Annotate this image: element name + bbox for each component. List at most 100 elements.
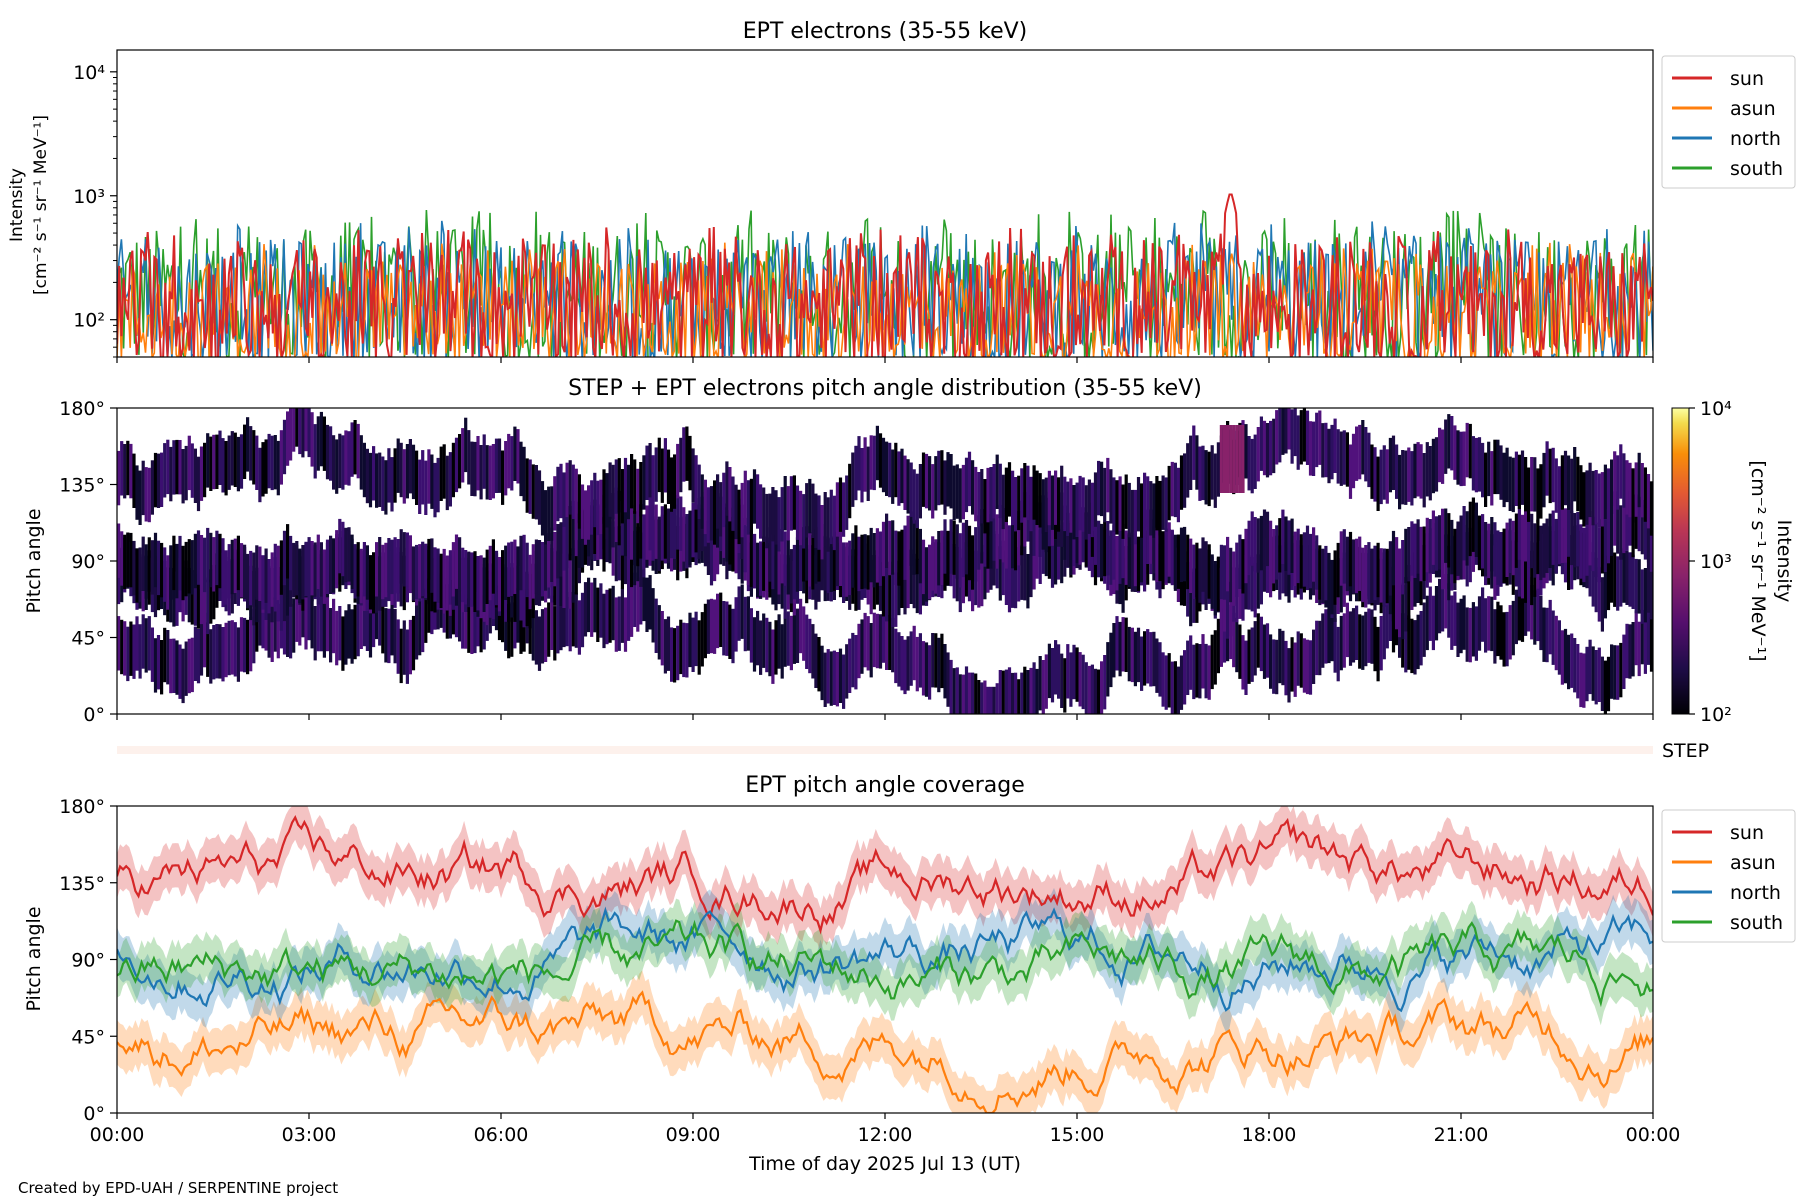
pad-bin — [725, 507, 729, 562]
pad-bin — [1533, 457, 1537, 512]
pad-bin — [574, 468, 578, 524]
pad-bin — [1428, 446, 1432, 501]
pad-bin — [1198, 548, 1202, 603]
pad-bin — [421, 597, 425, 653]
pad-bin-enhanced — [1226, 425, 1230, 493]
pad-bin — [1290, 518, 1294, 573]
pad-bin — [1376, 542, 1380, 598]
pad-bin — [934, 456, 938, 511]
pad-bin — [209, 569, 213, 624]
pad-bin — [387, 538, 391, 593]
pad-bin — [676, 625, 680, 681]
pad-bin — [697, 464, 701, 519]
pad-bin — [590, 582, 594, 637]
pad-bin — [802, 606, 806, 661]
pad-bin — [845, 644, 849, 699]
pad-bin — [756, 610, 760, 666]
pad-bin — [1158, 480, 1162, 536]
pad-bin — [1262, 420, 1267, 476]
pad-bin — [854, 556, 858, 611]
pad-bin — [1201, 445, 1205, 501]
pad-bin — [1459, 515, 1463, 570]
pad-bin — [1576, 644, 1580, 699]
pad-bin — [1619, 444, 1623, 499]
pad-bin — [190, 570, 194, 625]
pad-bin — [430, 454, 434, 509]
pad-bin — [614, 597, 618, 652]
pad-bin — [199, 569, 204, 625]
pad-bin — [1345, 602, 1349, 658]
pad-bin — [568, 506, 572, 561]
pad-bin — [1422, 453, 1426, 508]
pad-bin — [528, 459, 532, 514]
pad-bin — [1425, 595, 1429, 651]
pad-bin — [786, 540, 790, 595]
pad-bin — [1600, 519, 1604, 574]
pad-bin — [909, 511, 913, 566]
pad-bin — [685, 623, 689, 678]
pad-bin — [1167, 522, 1171, 577]
pad-bin — [1579, 524, 1583, 579]
pad-bin — [270, 435, 274, 491]
pad-bin — [1333, 418, 1337, 473]
pad-bin — [163, 443, 167, 498]
pad-bin — [1493, 439, 1497, 495]
pad-bin — [537, 616, 542, 671]
x-tick-label: 12:00 — [858, 1124, 913, 1146]
pad-bin — [399, 628, 403, 684]
pad-bin — [1238, 534, 1242, 589]
pad-bin — [1186, 443, 1190, 498]
pad-bin — [497, 438, 502, 493]
pad-bin — [335, 530, 339, 585]
pad-bin — [1189, 571, 1193, 627]
pad-bin — [233, 432, 237, 487]
pad-bin — [488, 445, 492, 500]
pad-bin — [534, 465, 538, 520]
pad-bin — [980, 509, 984, 564]
x-axis-label: Time of day 2025 Jul 13 (UT) — [748, 1153, 1021, 1175]
pad-bin — [525, 458, 529, 513]
pad-bin — [906, 515, 910, 571]
pad-bin — [633, 510, 637, 566]
pad-bin — [368, 603, 373, 658]
pad-bin — [1284, 640, 1288, 696]
pad-bin — [301, 408, 305, 458]
pad-bin — [617, 596, 621, 651]
pad-bin — [1557, 620, 1561, 675]
pad-bin — [863, 534, 867, 589]
pad-bin — [141, 460, 145, 516]
pad-bin — [1041, 479, 1045, 534]
pad-bin — [967, 451, 972, 507]
pad-bin — [544, 490, 548, 545]
pad-bin — [964, 666, 969, 714]
pad-bin — [964, 520, 969, 575]
pad-bin — [1038, 473, 1042, 528]
pad-bin — [375, 453, 379, 508]
pad-bin — [1600, 577, 1604, 632]
pad-bin — [943, 460, 947, 515]
pad-bin — [1136, 536, 1141, 592]
pad-bin — [845, 542, 849, 597]
pad-bin — [1115, 480, 1119, 535]
pad-bin — [544, 536, 548, 591]
pad-bin — [1597, 567, 1601, 622]
pad-bin — [1179, 655, 1184, 710]
pad-bin — [387, 608, 391, 664]
pad-bin — [510, 541, 514, 597]
pad-bin — [811, 624, 815, 679]
pad-bin — [1613, 491, 1617, 546]
pad-bin — [1229, 547, 1233, 603]
pad-bin — [1087, 513, 1091, 568]
pad-bin — [875, 528, 879, 583]
pad-bin — [1136, 477, 1141, 532]
pad-bin — [1143, 472, 1147, 528]
pad-bin — [885, 513, 889, 568]
pad-bin — [1060, 653, 1064, 708]
pad-bin — [1017, 511, 1021, 566]
pad-bin — [1226, 584, 1230, 639]
pad-bin — [286, 411, 290, 466]
pad-bin — [1613, 645, 1617, 700]
pad-bin — [501, 550, 505, 605]
colorbar-label-line2: [cm⁻² s⁻¹ sr⁻¹ MeV⁻¹] — [1747, 460, 1769, 661]
x-tick-label: 06:00 — [474, 1124, 529, 1146]
